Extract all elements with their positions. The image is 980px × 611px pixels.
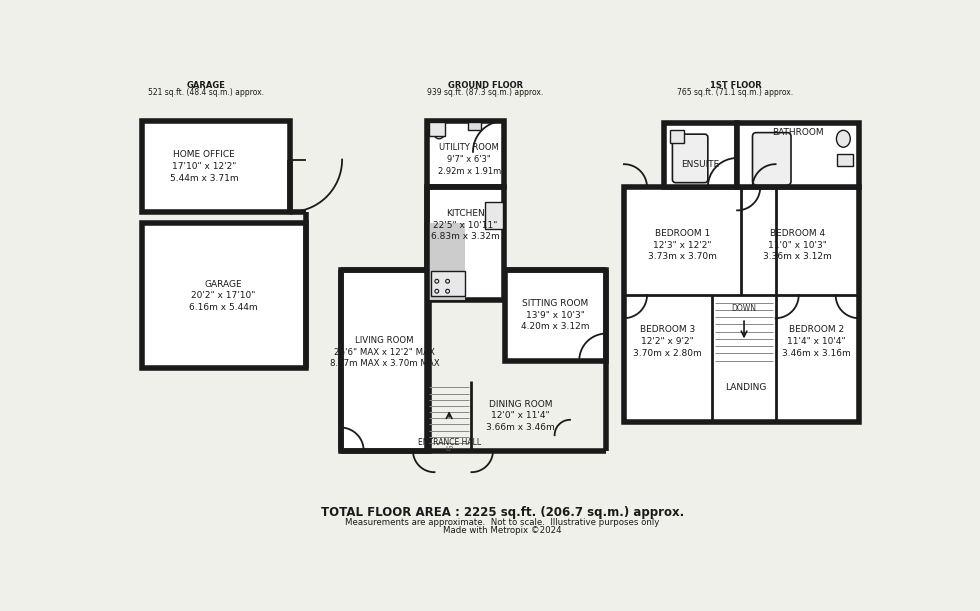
Bar	[505, 269, 607, 360]
Text: 1ST FLOOR: 1ST FLOOR	[710, 81, 761, 90]
Text: DOWN: DOWN	[731, 304, 757, 313]
Text: KITCHEN
22'5" x 10'11"
6.83m x 3.32m: KITCHEN 22'5" x 10'11" 6.83m x 3.32m	[431, 209, 500, 241]
Bar	[837, 154, 853, 166]
Text: DINING ROOM
12'0" x 11'4"
3.66m x 3.46m: DINING ROOM 12'0" x 11'4" 3.66m x 3.46m	[486, 400, 555, 432]
Text: HOME OFFICE
17'10" x 12'2"
5.44m x 3.71m: HOME OFFICE 17'10" x 12'2" 5.44m x 3.71m	[170, 150, 238, 183]
FancyBboxPatch shape	[753, 133, 791, 185]
Text: GARAGE
20'2" x 17'10"
6.16m x 5.44m: GARAGE 20'2" x 17'10" 6.16m x 5.44m	[189, 280, 258, 312]
Bar	[664, 123, 737, 188]
Text: GARAGE: GARAGE	[186, 81, 225, 90]
Bar	[430, 271, 466, 296]
Bar	[427, 186, 504, 301]
FancyBboxPatch shape	[672, 134, 708, 183]
Bar	[142, 121, 290, 212]
Bar	[624, 188, 858, 422]
Text: ENTRANCE HALL: ENTRANCE HALL	[417, 439, 480, 447]
Text: BATHROOM: BATHROOM	[772, 128, 824, 137]
Bar	[427, 224, 465, 301]
Text: Measurements are approximate.  Not to scale.  Illustrative purposes only: Measurements are approximate. Not to sca…	[345, 518, 660, 527]
Ellipse shape	[837, 130, 851, 147]
Text: UTILITY ROOM
9'7" x 6'3"
2.92m x 1.91m: UTILITY ROOM 9'7" x 6'3" 2.92m x 1.91m	[437, 143, 501, 176]
Text: GROUND FLOOR: GROUND FLOOR	[448, 81, 523, 90]
Text: TOTAL FLOOR AREA : 2225 sq.ft. (206.7 sq.m.) approx.: TOTAL FLOOR AREA : 2225 sq.ft. (206.7 sq…	[320, 506, 684, 519]
Bar	[484, 202, 503, 229]
Bar	[427, 186, 465, 269]
Text: BEDROOM 2
11'4" x 10'4"
3.46m x 3.16m: BEDROOM 2 11'4" x 10'4" 3.46m x 3.16m	[782, 325, 851, 357]
Text: BEDROOM 4
11'0" x 10'3"
3.36m x 3.12m: BEDROOM 4 11'0" x 10'3" 3.36m x 3.12m	[762, 229, 832, 262]
Bar	[670, 130, 684, 144]
Ellipse shape	[433, 123, 445, 139]
Text: BEDROOM 3
12'2" x 9'2"
3.70m x 2.80m: BEDROOM 3 12'2" x 9'2" 3.70m x 2.80m	[633, 325, 703, 357]
Bar	[341, 269, 429, 451]
Text: ENSUITE: ENSUITE	[681, 159, 719, 169]
Text: 939 sq.ft. (87.3 sq.m.) approx.: 939 sq.ft. (87.3 sq.m.) approx.	[427, 88, 544, 97]
Text: BEDROOM 1
12'3" x 12'2"
3.73m x 3.70m: BEDROOM 1 12'3" x 12'2" 3.73m x 3.70m	[648, 229, 716, 262]
Bar	[427, 121, 504, 186]
Bar	[467, 122, 481, 130]
Bar	[142, 224, 306, 368]
Text: 521 sq.ft. (48.4 sq.m.) approx.: 521 sq.ft. (48.4 sq.m.) approx.	[148, 88, 264, 97]
Bar	[737, 123, 858, 188]
Text: LP: LP	[445, 446, 453, 452]
Text: LIVING ROOM
26'6" MAX x 12'2" MAX
8.07m MAX x 3.70m MAX: LIVING ROOM 26'6" MAX x 12'2" MAX 8.07m …	[329, 336, 439, 368]
Text: SITTING ROOM
13'9" x 10'3"
4.20m x 3.12m: SITTING ROOM 13'9" x 10'3" 4.20m x 3.12m	[521, 299, 590, 331]
Text: Made with Metropix ©2024: Made with Metropix ©2024	[443, 526, 562, 535]
Text: 765 sq.ft. (71.1 sq.m.) approx.: 765 sq.ft. (71.1 sq.m.) approx.	[677, 88, 794, 97]
Bar	[429, 122, 445, 136]
Text: LANDING: LANDING	[725, 383, 766, 392]
